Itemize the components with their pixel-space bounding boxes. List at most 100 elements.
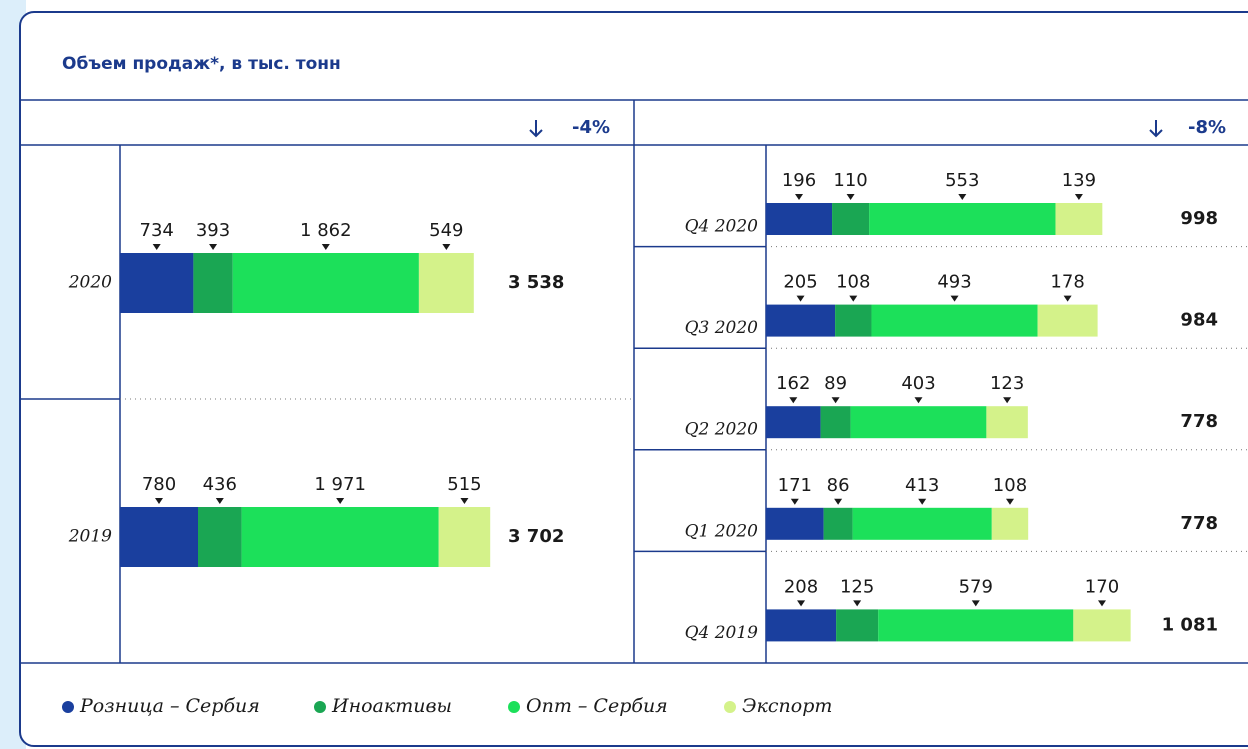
value-label: 110: [833, 170, 867, 191]
total-label: 3 702: [508, 526, 564, 547]
legend-label: Опт – Сербия: [526, 695, 668, 717]
label-pointer: [796, 295, 805, 302]
value-label: 493: [937, 272, 971, 293]
label-pointer: [831, 397, 840, 404]
value-label: 403: [901, 373, 935, 394]
bar-segment: [878, 609, 1074, 642]
bar-segment: [986, 406, 1028, 439]
value-label: 86: [827, 475, 850, 496]
legend-label: Иноактивы: [331, 695, 452, 717]
label-pointer: [321, 244, 330, 250]
bar-segment: [832, 203, 870, 235]
label-pointer: [846, 194, 855, 200]
bar-segment: [241, 507, 439, 567]
bar-segment: [766, 609, 837, 642]
label-pointer: [971, 600, 980, 607]
bar-segment: [820, 406, 851, 439]
bar-segment: [766, 406, 821, 439]
value-label: 205: [783, 272, 817, 293]
bar-segment: [850, 406, 987, 439]
label-pointer: [914, 397, 923, 404]
value-label: 170: [1085, 576, 1119, 597]
value-label: 553: [945, 170, 979, 191]
total-label: 3 538: [508, 272, 564, 293]
label-pointer: [1063, 295, 1072, 302]
label-pointer: [1003, 397, 1012, 404]
total-label: 1 081: [1162, 614, 1218, 635]
bar-segment: [766, 507, 824, 540]
label-pointer: [834, 498, 843, 505]
change-label: -8%: [1188, 117, 1226, 138]
value-label: 139: [1062, 170, 1096, 191]
label-pointer: [918, 498, 927, 505]
value-label: 171: [778, 475, 812, 496]
category-label: Q2 2020: [685, 420, 759, 440]
bar-segment: [766, 203, 833, 235]
category-label: 2019: [68, 527, 112, 547]
arrow-icon: [529, 120, 1163, 138]
value-label: 436: [203, 474, 237, 495]
label-pointer: [1097, 600, 1106, 607]
bar-segment: [835, 304, 872, 337]
total-label: 778: [1180, 411, 1218, 432]
label-pointer: [849, 295, 858, 302]
bar-segment: [198, 507, 242, 567]
total-label: 778: [1180, 513, 1218, 534]
legend-label: Розница – Сербия: [79, 695, 260, 717]
bar-segment: [1073, 609, 1131, 642]
category-label: Q4 2019: [685, 623, 759, 643]
value-label: 125: [840, 576, 874, 597]
label-pointer: [442, 244, 451, 250]
label-pointer: [1005, 498, 1014, 505]
value-label: 515: [447, 474, 481, 495]
total-label: 984: [1180, 310, 1218, 331]
label-pointer: [152, 244, 161, 250]
value-label: 780: [142, 474, 176, 495]
value-label: 393: [196, 220, 230, 241]
value-label: 1 862: [300, 220, 352, 241]
bar-segment: [438, 507, 491, 567]
bar-segment: [823, 507, 853, 540]
legend-swatch: [508, 701, 520, 713]
change-label: -4%: [572, 117, 610, 138]
value-label: 108: [993, 475, 1027, 496]
category-label: 2020: [68, 273, 112, 293]
bar-segment: [120, 507, 198, 567]
value-label: 413: [905, 475, 939, 496]
value-label: 579: [959, 576, 993, 597]
label-pointer: [215, 498, 224, 504]
bar-segment: [193, 253, 233, 313]
category-label: Q4 2020: [685, 217, 759, 237]
title: Объем продаж*, в тыс. тонн: [62, 54, 341, 74]
label-pointer: [209, 244, 218, 250]
bar-segment: [766, 304, 836, 337]
legend-swatch: [724, 701, 736, 713]
label-pointer: [853, 600, 862, 607]
value-label: 196: [782, 170, 816, 191]
label-pointer: [958, 194, 967, 200]
value-label: 178: [1050, 272, 1084, 293]
bar-segment: [852, 507, 992, 540]
value-label: 108: [836, 272, 870, 293]
category-label: Q1 2020: [685, 521, 759, 541]
label-pointer: [789, 397, 798, 404]
bar-segment: [836, 609, 879, 642]
label-pointer: [795, 194, 804, 200]
value-label: 1 971: [314, 474, 366, 495]
legend-label: Экспорт: [742, 695, 832, 717]
label-pointer: [155, 498, 163, 504]
bar-segment: [232, 253, 419, 313]
value-label: 549: [429, 220, 463, 241]
value-label: 123: [990, 373, 1024, 394]
bar-segment: [1037, 304, 1098, 337]
bar-segment: [871, 304, 1038, 337]
label-pointer: [336, 498, 345, 504]
category-label: Q3 2020: [685, 318, 759, 338]
bar-segment: [991, 507, 1029, 540]
label-pointer: [797, 600, 806, 607]
value-label: 89: [824, 373, 847, 394]
value-label: 734: [140, 220, 174, 241]
value-label: 208: [784, 576, 818, 597]
bar-segment: [1055, 203, 1103, 235]
